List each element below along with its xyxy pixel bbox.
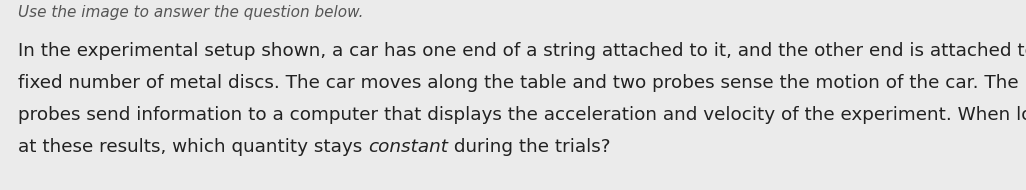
Text: fixed number of metal discs. The car moves along the table and two probes sense : fixed number of metal discs. The car mov… [18, 74, 1019, 92]
Text: Use the image to answer the question below.: Use the image to answer the question bel… [18, 5, 363, 20]
Text: constant: constant [368, 138, 448, 156]
Text: during the trials?: during the trials? [448, 138, 610, 156]
Text: at these results, which quantity stays: at these results, which quantity stays [18, 138, 368, 156]
Text: In the experimental setup shown, a car has one end of a string attached to it, a: In the experimental setup shown, a car h… [18, 42, 1026, 60]
Text: probes send information to a computer that displays the acceleration and velocit: probes send information to a computer th… [18, 106, 1026, 124]
